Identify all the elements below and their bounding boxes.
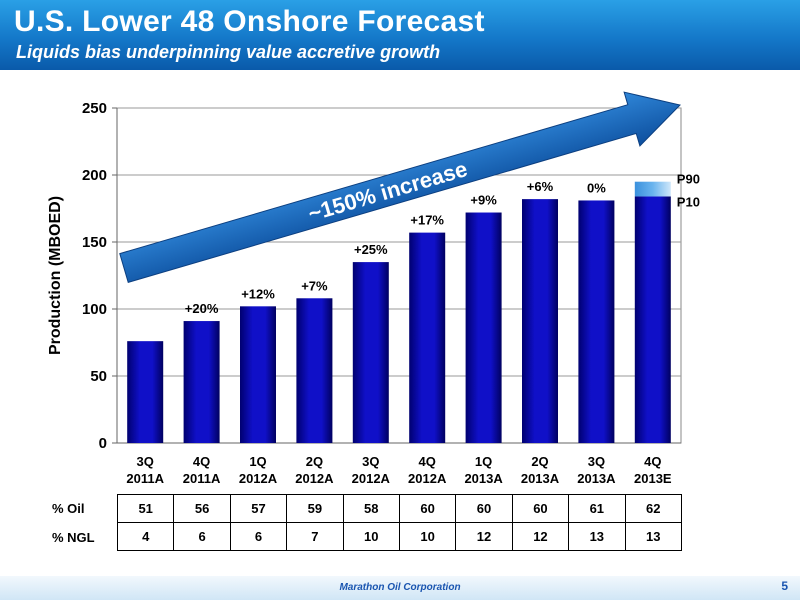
- x-tick-label: 4Q: [419, 454, 436, 469]
- x-tick-label: 2012A: [352, 471, 391, 486]
- y-tick-label: 0: [99, 435, 107, 452]
- bar: [240, 306, 276, 443]
- liquids-data-table: 51 56 57 59 58 60 60 60 61 62 4 6 6 7 10…: [116, 494, 682, 551]
- production-chart: 0 50 100 150 200 250 Production (MBOED) 3Q 2011A…: [47, 91, 700, 486]
- table-cell: 61: [568, 494, 626, 523]
- table-cell: 4: [116, 522, 175, 551]
- oil-row-label: % Oil: [52, 501, 85, 516]
- table-cell: 51: [116, 494, 175, 523]
- table-cell: 56: [173, 494, 231, 523]
- x-tick-label: 2Q: [306, 454, 323, 469]
- table-cell: 12: [455, 522, 513, 551]
- bar: [634, 196, 671, 443]
- table-cell: 58: [342, 494, 400, 523]
- x-tick-label: 2011A: [183, 471, 221, 486]
- bar: [352, 262, 389, 443]
- bar: [465, 212, 502, 443]
- y-tick-label: 100: [82, 301, 107, 318]
- x-tick-label: 2013A: [464, 471, 503, 486]
- growth-label: +9%: [470, 193, 497, 208]
- table-cell: 10: [342, 522, 400, 551]
- x-tick-label: 1Q: [249, 454, 266, 469]
- table-cell: 10: [398, 522, 457, 551]
- x-tick-label: 2012A: [239, 471, 278, 486]
- p10-label: P10: [677, 194, 700, 209]
- x-tick-label: 4Q: [193, 454, 210, 469]
- ngl-row: 4 6 6 7 10 10 12 12 13 13: [116, 522, 682, 551]
- bar: [409, 232, 446, 443]
- bar: [296, 298, 333, 443]
- y-tick-label: 200: [82, 167, 107, 184]
- table-cell: 12: [511, 522, 570, 551]
- table-cell: 60: [455, 494, 513, 523]
- bar: [183, 321, 220, 443]
- growth-label: +25%: [354, 242, 388, 257]
- table-cell: 7: [286, 522, 344, 551]
- forecast-band: [634, 181, 671, 197]
- x-tick-label: 2013E: [634, 471, 672, 486]
- x-tick-label: 2012A: [295, 471, 334, 486]
- bar: [127, 341, 164, 443]
- y-tick-label: 50: [90, 368, 107, 385]
- growth-label: +20%: [185, 301, 219, 316]
- x-tick-label: 2012A: [408, 471, 447, 486]
- footer-bar: Marathon Oil Corporation 5: [0, 576, 800, 600]
- x-tick-label: 2011A: [126, 471, 164, 486]
- growth-label: +7%: [301, 278, 328, 293]
- y-axis-title: Production (MBOED): [47, 196, 64, 355]
- table-cell: 13: [624, 522, 682, 551]
- table-cell: 62: [624, 494, 682, 523]
- table-cell: 6: [229, 522, 288, 551]
- arrow-shape: [119, 91, 681, 284]
- page-number: 5: [781, 579, 788, 593]
- ngl-row-label: % NGL: [52, 530, 95, 545]
- page-subtitle: Liquids bias underpinning value accretiv…: [16, 42, 441, 62]
- x-tick-label: 1Q: [475, 454, 492, 469]
- x-tick-label: 2013A: [577, 471, 616, 486]
- x-tick-label: 3Q: [362, 454, 379, 469]
- oil-row: 51 56 57 59 58 60 60 60 61 62: [116, 494, 682, 523]
- x-tick-label: 2013A: [521, 471, 560, 486]
- p90-label: P90: [677, 172, 700, 187]
- growth-label: 0%: [587, 180, 606, 195]
- growth-label: +6%: [527, 179, 554, 194]
- growth-label: +12%: [241, 286, 275, 301]
- x-tick-label: 3Q: [588, 454, 605, 469]
- table-cell: 6: [173, 522, 231, 551]
- table-cell: 59: [286, 494, 344, 523]
- page-title: U.S. Lower 48 Onshore Forecast: [14, 5, 485, 38]
- table-cell: 13: [568, 522, 626, 551]
- table-cell: 60: [511, 494, 570, 523]
- x-tick-label: 4Q: [644, 454, 661, 469]
- y-tick-label: 150: [82, 234, 107, 251]
- y-tick-label: 250: [82, 100, 107, 117]
- table-cell: 60: [398, 494, 457, 523]
- growth-label: +17%: [410, 213, 444, 228]
- x-tick-label: 3Q: [137, 454, 154, 469]
- bar: [522, 199, 558, 443]
- header-banner: U.S. Lower 48 Onshore Forecast Liquids b…: [0, 0, 800, 70]
- bar: [578, 200, 615, 443]
- x-tick-label: 2Q: [531, 454, 548, 469]
- company-name: Marathon Oil Corporation: [339, 582, 461, 593]
- table-cell: 57: [229, 494, 288, 523]
